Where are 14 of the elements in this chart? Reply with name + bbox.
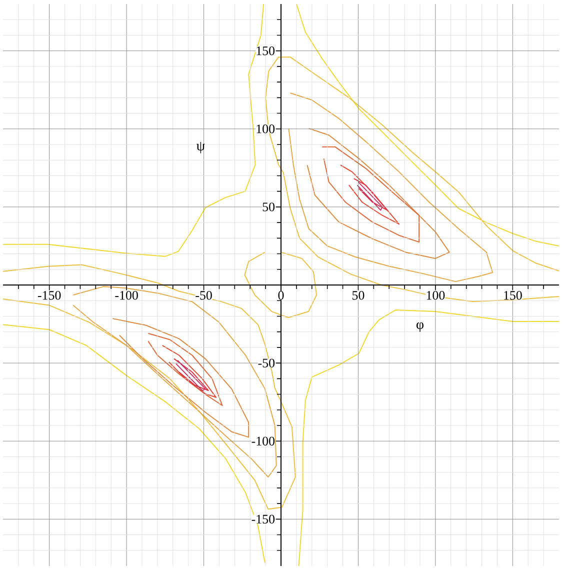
x-tick-label: 0 bbox=[278, 290, 284, 300]
y-axis-title: ψ bbox=[196, 142, 205, 154]
x-tick-label: -50 bbox=[196, 290, 212, 300]
x-tick-label: -100 bbox=[115, 290, 138, 300]
y-tick-label: 50 bbox=[262, 202, 275, 212]
y-tick-label: -100 bbox=[252, 436, 275, 446]
y-tick-label: -150 bbox=[252, 514, 275, 524]
x-tick-label: 150 bbox=[504, 290, 522, 300]
x-tick-label: -150 bbox=[38, 290, 61, 300]
y-tick-label: 100 bbox=[256, 124, 275, 134]
x-tick-label: 50 bbox=[352, 290, 364, 300]
x-axis-title: φ bbox=[416, 322, 424, 332]
y-tick-label: 150 bbox=[256, 46, 275, 56]
y-tick-label: -50 bbox=[258, 358, 275, 368]
